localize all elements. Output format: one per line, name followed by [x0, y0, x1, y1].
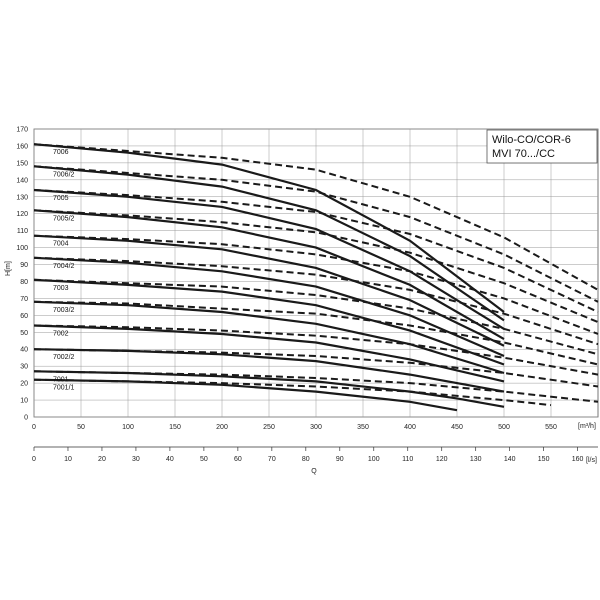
curve-solid-7001/1 — [33, 378, 458, 412]
x-tick-label-m3h: 500 — [498, 424, 510, 431]
curve-dashed-7004/2 — [33, 256, 599, 346]
curve-dashed-7006/2 — [33, 165, 599, 303]
x-tick-label-m3h: 400 — [404, 424, 416, 431]
curve-label-7004: 7004 — [53, 241, 69, 248]
x-tick-label-m3h: 450 — [451, 424, 463, 431]
y-axis-ticks: 0 10 20 30 40 50 60 70 80 90 100 110 120 130 140 150 160… — [16, 127, 28, 422]
curve-solid-7005 — [33, 188, 505, 330]
curve-solid-7001 — [33, 370, 505, 408]
y-tick-label: 10 — [20, 398, 28, 405]
curve-solid-7002 — [33, 324, 505, 383]
x-tick-label-ls: 50 — [200, 456, 208, 463]
curve-dashed-7003 — [33, 278, 599, 356]
x-tick-label-m3h: 550 — [545, 424, 557, 431]
x-axis-label: Q — [311, 468, 317, 475]
x-tick-label-ls: 40 — [166, 456, 174, 463]
curve-dashed-7005/2 — [33, 209, 599, 324]
curve-label-7001/1: 7001/1 — [53, 385, 75, 392]
x-tick-label-ls: 150 — [538, 456, 550, 463]
curve-solid-7002/2 — [33, 348, 505, 393]
x-tick-label-m3h: 250 — [263, 424, 275, 431]
x-axis-unit-top: [m³/h] — [578, 423, 596, 430]
x-tick-label-ls: 0 — [32, 456, 36, 463]
curve-solid-7003 — [33, 278, 505, 366]
y-tick-label: 80 — [20, 279, 28, 286]
y-tick-label: 20 — [20, 381, 28, 388]
x-tick-label-m3h: 200 — [216, 424, 228, 431]
curve-label-7003/2: 7003/2 — [53, 307, 75, 314]
x-axis-unit-bottom: [l/s] — [586, 457, 597, 464]
x-tick-label-ls: 130 — [470, 456, 482, 463]
x-tick-label-m3h: 0 — [32, 424, 36, 431]
y-tick-label: 120 — [16, 211, 28, 218]
curve-label-7001: 7001 — [53, 376, 69, 383]
x-tick-label-ls: 160 — [572, 456, 584, 463]
curve-label-7006: 7006 — [53, 149, 69, 156]
x-tick-label-ls: 80 — [302, 456, 310, 463]
y-tick-label: 0 — [24, 415, 28, 422]
y-axis-label: H[m] — [5, 261, 12, 276]
y-tick-label: 100 — [16, 245, 28, 252]
curve-solid-7004/2 — [33, 256, 505, 358]
curve-series — [33, 143, 599, 412]
title-line-1: Wilo-CO/COR-6 — [492, 134, 571, 146]
curve-label-7002/2: 7002/2 — [53, 354, 75, 361]
x-tick-label-ls: 140 — [504, 456, 516, 463]
x-tick-label-ls: 30 — [132, 456, 140, 463]
y-tick-label: 150 — [16, 160, 28, 167]
curve-dashed-7006 — [33, 143, 599, 291]
x-tick-label-m3h: 300 — [310, 424, 322, 431]
y-tick-label: 30 — [20, 364, 28, 371]
y-tick-label: 170 — [16, 127, 28, 134]
curve-dashed-7003/2 — [33, 300, 599, 366]
y-tick-label: 50 — [20, 330, 28, 337]
y-tick-label: 160 — [16, 143, 28, 150]
y-tick-label: 140 — [16, 177, 28, 184]
x-tick-label-m3h: 150 — [169, 424, 181, 431]
y-tick-label: 40 — [20, 347, 28, 354]
y-tick-label: 110 — [17, 228, 28, 235]
curve-solid-7005/2 — [33, 209, 505, 341]
curve-solid-7006 — [33, 143, 505, 313]
title-box: Wilo-CO/COR-6 MVI 70.../CC — [486, 129, 598, 164]
curve-dashed-7002 — [33, 324, 599, 376]
curve-solid-7004 — [33, 234, 505, 347]
x-tick-label-ls: 100 — [368, 456, 380, 463]
curve-dashed-7005 — [33, 189, 599, 313]
curve-solid-7006/2 — [33, 165, 505, 322]
x-axis-ticks-ls: 0 10 20 30 40 50 60 70 80 90 100 110 120 130 140 150 160 — [32, 446, 598, 463]
y-tick-label: 60 — [20, 313, 28, 320]
curve-dashed-7004 — [33, 234, 599, 335]
title-line-2: MVI 70.../CC — [492, 148, 555, 160]
x-tick-label-ls: 110 — [402, 456, 413, 463]
curve-label-7003: 7003 — [53, 285, 69, 292]
curve-label-7004/2: 7004/2 — [53, 263, 75, 270]
curve-label-7006/2: 7006/2 — [53, 171, 75, 178]
x-tick-label-ls: 10 — [64, 456, 72, 463]
y-tick-label: 130 — [16, 194, 28, 201]
x-tick-label-m3h: 50 — [77, 424, 85, 431]
x-axis-ticks-m3h: 0 50 100 150 200 250 300 350 400 450 500 550 — [32, 424, 557, 431]
x-tick-label-m3h: 350 — [357, 424, 369, 431]
y-tick-label: 70 — [20, 296, 28, 303]
y-tick-label: 90 — [20, 262, 28, 269]
curve-solid-7003/2 — [33, 300, 505, 375]
curve-labels: 7006 7006/2 7005 7005/2 7004 7004/2 7003 7003/2… — [53, 149, 75, 391]
x-tick-label-m3h: 100 — [122, 424, 134, 431]
curve-label-7005: 7005 — [53, 195, 69, 202]
x-tick-label-ls: 70 — [268, 456, 276, 463]
x-tick-label-ls: 60 — [234, 456, 242, 463]
curve-label-7005/2: 7005/2 — [53, 215, 75, 222]
x-tick-label-ls: 120 — [436, 456, 448, 463]
x-tick-label-ls: 90 — [336, 456, 344, 463]
curve-label-7002: 7002 — [53, 331, 69, 338]
x-tick-label-ls: 20 — [98, 456, 106, 463]
